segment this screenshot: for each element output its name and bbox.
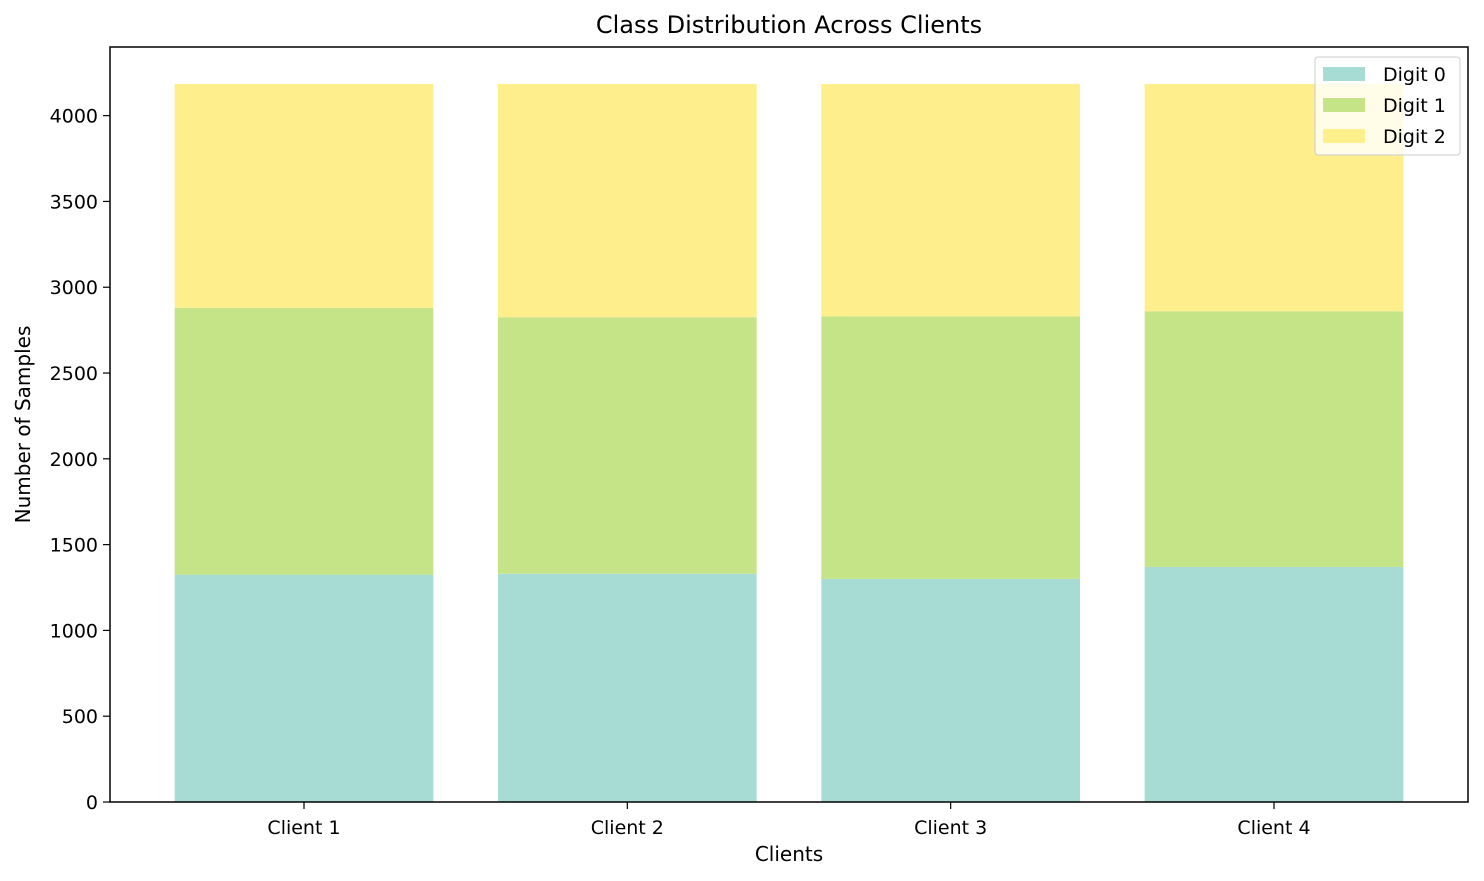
bar-digit-0-client-1 — [174, 574, 434, 802]
y-tick-label: 500 — [62, 706, 98, 728]
bar-digit-0-client-4 — [1144, 566, 1404, 802]
legend-label: Digit 0 — [1383, 64, 1446, 86]
x-axis-title: Clients — [755, 842, 823, 866]
bar-digit-1-client-3 — [821, 316, 1080, 579]
y-axis: 0 500 1000 1500 2000 2500 3000 3500 4000 — [50, 106, 110, 814]
y-tick-label: 2000 — [50, 449, 98, 471]
x-tick-label: Client 2 — [591, 817, 664, 839]
bars-layer — [174, 83, 1404, 802]
bar-digit-1-client-4 — [1144, 311, 1404, 567]
legend-swatch — [1323, 129, 1365, 143]
legend-label: Digit 1 — [1383, 95, 1446, 117]
bar-digit-0-client-3 — [821, 578, 1080, 802]
legend-label: Digit 2 — [1383, 126, 1446, 148]
y-tick-label: 0 — [86, 792, 98, 814]
y-tick-label: 3000 — [50, 277, 98, 299]
bar-digit-2-client-3 — [821, 83, 1080, 317]
x-tick-label: Client 4 — [1237, 817, 1310, 839]
legend: Digit 0 Digit 1 Digit 2 — [1314, 56, 1461, 156]
plot-frame — [109, 46, 1469, 803]
y-axis-title: Number of Samples — [11, 326, 35, 524]
bar-digit-0-client-2 — [498, 573, 757, 802]
x-tick-label: Client 1 — [267, 817, 340, 839]
bar-digit-1-client-2 — [498, 317, 757, 574]
bar-digit-2-client-1 — [174, 83, 434, 308]
y-tick-label: 4000 — [50, 106, 98, 128]
y-tick-label: 1500 — [50, 535, 98, 557]
legend-swatch — [1323, 98, 1365, 112]
legend-swatch — [1323, 67, 1365, 81]
x-axis: Client 1 Client 2 Client 3 Client 4 — [267, 802, 1311, 839]
chart-title: Class Distribution Across Clients — [596, 11, 982, 39]
x-tick-label: Client 3 — [914, 817, 987, 839]
y-tick-label: 1000 — [50, 620, 98, 642]
y-tick-label: 2500 — [50, 363, 98, 385]
y-tick-label: 3500 — [50, 191, 98, 213]
bar-digit-2-client-2 — [498, 83, 757, 318]
bar-digit-1-client-1 — [174, 307, 434, 575]
